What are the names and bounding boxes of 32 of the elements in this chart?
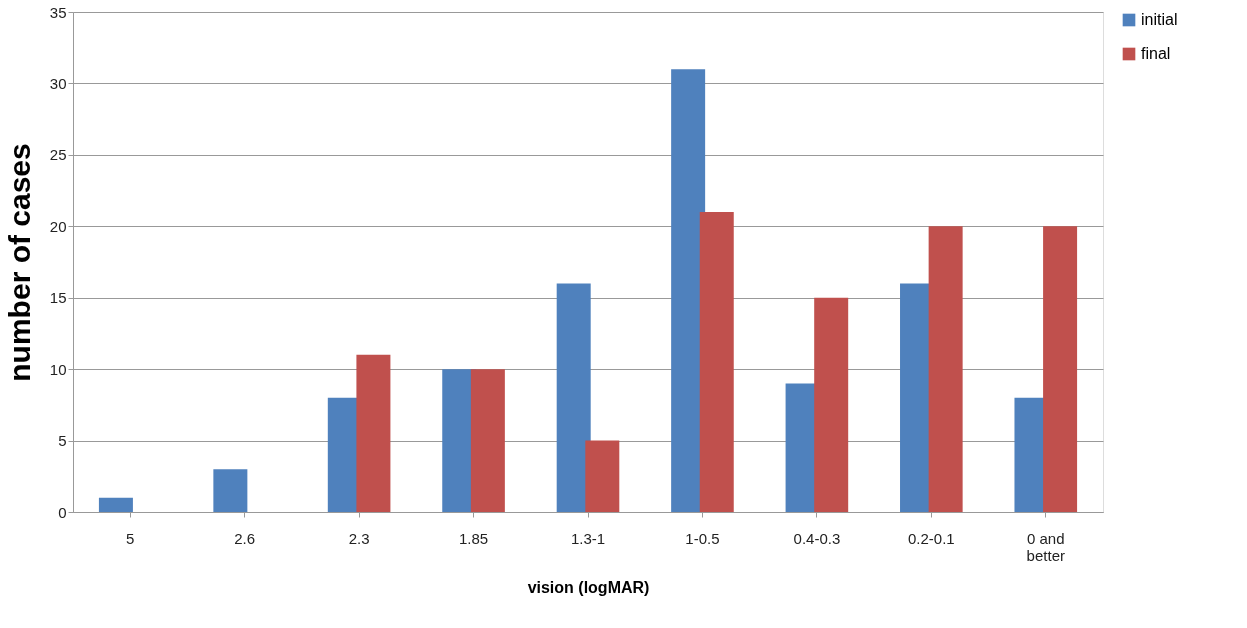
y-tick-label: 25 (49, 146, 67, 164)
y-tick-label: 15 (49, 289, 67, 307)
bar (699, 212, 734, 512)
y-axis-title: number of cases (2, 143, 36, 382)
bar (98, 497, 133, 512)
x-tick-label: 0.2-0.1 (907, 529, 955, 547)
bar (356, 354, 391, 512)
x-axis-title: vision (logMAR) (527, 578, 650, 596)
bar (556, 283, 591, 512)
bar (814, 297, 849, 512)
legend-label: initial (1141, 11, 1178, 28)
y-tick-label: 35 (49, 3, 67, 21)
x-tick-label: 1.3-1 (570, 529, 606, 547)
y-tick-label: 20 (49, 217, 67, 235)
y-tick-label: 30 (49, 74, 67, 92)
y-tick-label: 0 (58, 503, 67, 521)
y-tick-label: 10 (49, 360, 67, 378)
bar (671, 69, 706, 512)
bar (1043, 226, 1078, 512)
x-tick-label: 5 (126, 529, 135, 547)
x-tick-label: 1.85 (458, 529, 489, 547)
bar (470, 369, 505, 512)
legend-label: final (1141, 45, 1171, 62)
bar (213, 469, 248, 512)
x-tick-label: 0 and better (1026, 529, 1065, 564)
x-tick-label: 0.4-0.3 (793, 529, 841, 547)
bar (585, 440, 620, 512)
x-tick-label: 2.6 (234, 529, 256, 547)
y-tick-label: 5 (58, 432, 67, 450)
bar (928, 226, 963, 512)
x-tick-label: 2.3 (348, 529, 370, 547)
x-tick-label: 1-0.5 (685, 529, 720, 547)
